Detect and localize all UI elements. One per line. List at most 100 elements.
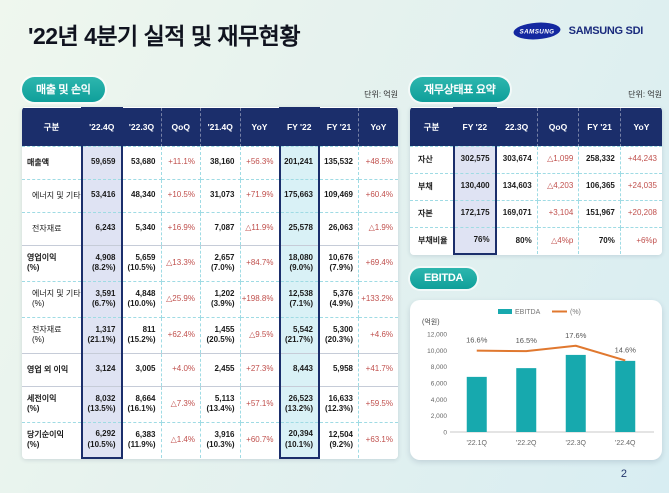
table-cell: 7,087 xyxy=(200,211,241,246)
header-row: 구분 FY '22 22.3Q QoQ FY '21 YoY xyxy=(410,107,662,146)
table-cell: △1.4% xyxy=(160,421,201,458)
table-cell: +20,208 xyxy=(619,199,662,228)
ebitda-badge: EBITDA xyxy=(410,268,478,289)
table-row: 에너지 및 기타 53,416 48,340 +10.5% 31,073 +71.9% 17… xyxy=(22,178,398,213)
table-cell: 3,005 xyxy=(121,352,162,387)
table-row: 전자재료 (%) 1,317 (21.1%) 811 (15.2%) +62.4% 1,455… xyxy=(22,316,398,354)
column-header: FY '21 xyxy=(319,108,359,146)
table-row: 부채비율 76% 80% △4%p 70% +6%p xyxy=(410,226,662,255)
table-cell: +62.4% xyxy=(160,316,201,354)
table-row: 자산 302,575 303,674 △1,099 258,332 +44,243 xyxy=(410,145,662,174)
legend-line-label: (%) xyxy=(570,309,581,316)
table-cell: 53,416 xyxy=(81,178,123,213)
y-tick-label: 2,000 xyxy=(431,413,448,420)
row-label: 세전이익 (%) xyxy=(22,385,83,423)
table-cell: △9.5% xyxy=(239,316,280,354)
table-cell: 38,160 xyxy=(200,145,241,180)
table-cell: 12,504 (9.2%) xyxy=(318,421,359,458)
balance-unit-label: 단위: 억원 xyxy=(628,90,662,99)
table-cell: 5,659 (10.5%) xyxy=(121,244,162,282)
table-cell: 25,578 xyxy=(278,211,320,246)
row-label: 부채 xyxy=(410,172,455,201)
table-cell: +63.1% xyxy=(358,421,398,458)
row-label: 부채비율 xyxy=(410,226,455,254)
table-cell: +4.0% xyxy=(160,352,201,387)
table-cell: 172,175 xyxy=(453,199,497,228)
table-cell: △13.3% xyxy=(160,244,201,282)
content: 매출 및 손익 단위: 억원 구분 '22.4Q '22.3Q QoQ '21.4Q Yo… xyxy=(22,76,662,460)
row-label: 전자재료 xyxy=(22,211,83,246)
table-cell: 5,300 (20.3%) xyxy=(318,316,359,354)
table-cell: 10,676 (7.9%) xyxy=(318,244,359,282)
row-label: 에너지 및 기타 (%) xyxy=(22,280,83,318)
page-number: 2 xyxy=(620,468,627,480)
column-header: '22.3Q xyxy=(121,108,162,146)
table-cell: 8,664 (16.1%) xyxy=(121,385,162,423)
column-header: '22.4Q xyxy=(81,107,123,146)
column-header: 구분 xyxy=(410,108,455,146)
header-row: 구분 '22.4Q '22.3Q QoQ '21.4Q YoY FY '22 FY '21 Yo… xyxy=(22,107,398,146)
ebitda-bar xyxy=(565,354,586,432)
table-cell: 135,532 xyxy=(318,145,359,180)
table-cell: 303,674 xyxy=(495,145,538,174)
row-label: 전자재료 (%) xyxy=(22,316,83,354)
table-cell: 59,659 xyxy=(81,145,123,180)
column-header: FY '22 xyxy=(453,107,497,146)
brand: SAMSUNG SAMSUNG SDI xyxy=(513,22,643,40)
balance-badge: 재무상태표 요약 xyxy=(410,77,510,102)
row-label: 자본 xyxy=(410,199,455,228)
table-row: 에너지 및 기타 (%) 3,591 (6.7%) 4,848 (10.0%) △25.9%… xyxy=(22,280,398,318)
table-cell: 5,542 (21.7%) xyxy=(278,316,320,354)
table-cell: 4,908 (8.2%) xyxy=(81,244,123,282)
pct-label: 14.6% xyxy=(615,345,637,354)
table-cell: 8,032 (13.5%) xyxy=(81,385,123,423)
table-row: 매출액 59,659 53,680 +11.1% 38,160 +56.3% 201,241… xyxy=(22,145,398,180)
x-tick-label: '22.1Q xyxy=(467,440,488,447)
table-cell: 31,073 xyxy=(200,178,241,213)
table-cell: 811 (15.2%) xyxy=(121,316,162,354)
table-cell: 26,523 (13.2%) xyxy=(278,385,320,423)
table-cell: 80% xyxy=(495,226,538,254)
table-cell: +69.4% xyxy=(358,244,398,282)
table-cell: 1,455 (20.5%) xyxy=(200,316,241,354)
table-row: 부채 130,400 134,603 △4,203 106,365 +24,035 xyxy=(410,172,662,201)
table-cell: +4.6% xyxy=(358,316,398,354)
column-header: FY '21 xyxy=(578,108,621,146)
table-cell: +44,243 xyxy=(619,145,662,174)
table-cell: △25.9% xyxy=(160,280,201,318)
table-cell: +59.5% xyxy=(358,385,398,423)
ebitda-section-header: EBITDA xyxy=(410,268,662,294)
y-tick-label: 4,000 xyxy=(431,397,448,404)
svg-text:SAMSUNG: SAMSUNG xyxy=(519,29,554,36)
column-header: YoY xyxy=(620,108,662,146)
table-cell: 3,124 xyxy=(81,352,123,387)
ebitda-bar xyxy=(466,376,487,432)
table-cell: 169,071 xyxy=(495,199,538,228)
table-cell: +84.7% xyxy=(239,244,280,282)
table-cell: 16,633 (12.3%) xyxy=(318,385,359,423)
sales-section: 매출 및 손익 단위: 억원 구분 '22.4Q '22.3Q QoQ '21.4Q Yo… xyxy=(22,76,398,460)
column-header: YoY xyxy=(358,108,398,146)
y-tick-label: 10,000 xyxy=(427,348,447,355)
table-cell: +60.7% xyxy=(239,421,280,458)
row-label: 매출액 xyxy=(22,145,83,180)
legend-bar-label: EBITDA xyxy=(515,309,541,316)
ebitda-bar xyxy=(615,360,636,432)
balance-table: 구분 FY '22 22.3Q QoQ FY '21 YoY 자산 302,575 303,67… xyxy=(410,107,662,255)
header: '22년 4분기 실적 및 재무현황 SAMSUNG SAMSUNG SDI xyxy=(0,0,669,51)
samsung-logo-icon: SAMSUNG xyxy=(513,22,561,40)
table-cell: 109,469 xyxy=(318,178,359,213)
column-header: QoQ xyxy=(161,108,201,146)
table-cell: +133.2% xyxy=(358,280,398,318)
table-cell: 12,538 (7.1%) xyxy=(278,280,320,318)
ebitda-bar xyxy=(516,368,537,432)
table-row: 전자재료 6,243 5,340 +16.9% 7,087 △11.9% 25,578 26,… xyxy=(22,211,398,246)
sales-table-card: 구분 '22.4Q '22.3Q QoQ '21.4Q YoY FY '22 FY '21 Yo… xyxy=(22,107,398,459)
row-label: 자산 xyxy=(410,145,455,174)
table-cell: +16.9% xyxy=(160,211,201,246)
table-cell: +41.7% xyxy=(358,352,398,387)
table-cell: △4%p xyxy=(536,226,580,254)
table-cell: 53,680 xyxy=(121,145,162,180)
pct-label: 16.5% xyxy=(516,336,538,345)
